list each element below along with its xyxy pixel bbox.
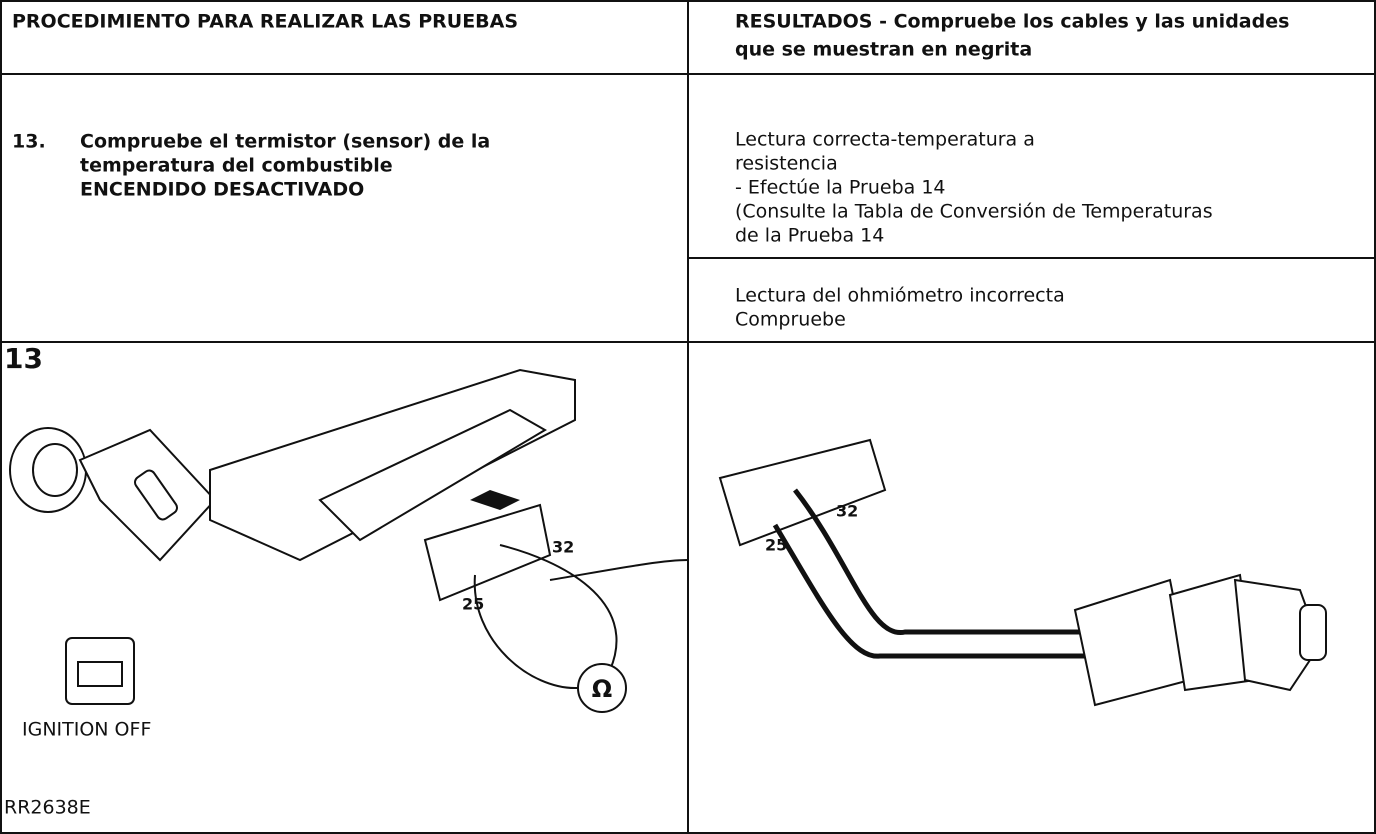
result-text: Lectura correcta-temperatura a: [735, 129, 1035, 151]
result-text: de la Prueba 14: [735, 225, 884, 247]
pin-label: 25: [765, 536, 787, 555]
figure-number: 13: [4, 342, 43, 375]
ohmmeter: [577, 663, 627, 713]
ignition-lock-core: [32, 443, 78, 497]
pin-label: 32: [836, 502, 858, 521]
result-text: resistencia: [735, 153, 838, 175]
figure-caption: IGNITION OFF: [22, 719, 151, 741]
battery-body: [77, 661, 123, 687]
header-right: RESULTADOS - Compruebe los cables y las …: [735, 11, 1289, 33]
ohm-symbol: Ω: [592, 675, 612, 703]
meter-lead: [499, 544, 618, 671]
key-slot: [134, 469, 178, 521]
header-right: que se muestran en negrita: [735, 39, 1032, 61]
direction-arrow: [470, 490, 520, 510]
ecu-socket: [318, 408, 547, 542]
figure-reference: RR2638E: [4, 797, 91, 819]
plug-connector: [718, 438, 887, 547]
step-text: temperatura del combustible: [80, 155, 393, 177]
result-text: Compruebe: [735, 309, 846, 331]
plug-connector: [423, 503, 552, 602]
result-text: Lectura del ohmiómetro incorrecta: [735, 285, 1065, 307]
sensor-wire: [772, 523, 1100, 659]
sensor-thread: [1299, 604, 1327, 661]
pin-label: 32: [552, 538, 574, 557]
meter-lead: [473, 574, 579, 690]
header-left: PROCEDIMIENTO PARA REALIZAR LAS PRUEBAS: [12, 11, 518, 33]
step-text: Compruebe el termistor (sensor) de la: [80, 131, 490, 153]
sensor-wire: [793, 488, 1085, 635]
sensor-hex: [1233, 578, 1322, 692]
harness: [549, 559, 689, 581]
result-text: - Efectúe la Prueba 14: [735, 177, 946, 199]
result-text: (Consulte la Tabla de Conversión de Temp…: [735, 201, 1213, 223]
step-text: ENCENDIDO DESACTIVADO: [80, 179, 364, 201]
pin-label: 25: [462, 595, 484, 614]
step-number: 13.: [12, 131, 46, 153]
